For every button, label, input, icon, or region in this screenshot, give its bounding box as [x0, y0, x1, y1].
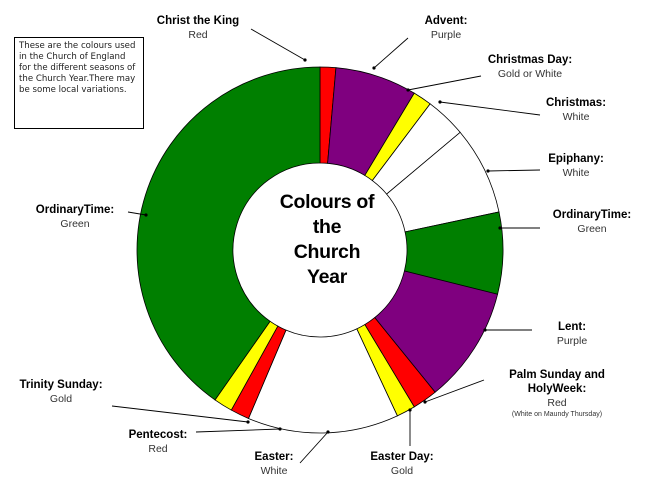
season-name: Easter: [254, 451, 294, 463]
leader-line [373, 37, 409, 69]
leader-dot [303, 58, 307, 62]
label-advent: Advent: Purple [408, 14, 484, 42]
label-palm-sunday: Palm Sunday and HolyWeek: Red (White on … [482, 368, 632, 420]
leader-dot [486, 169, 490, 173]
season-colour: White [562, 167, 590, 179]
season-colour: Gold [390, 465, 414, 477]
label-pentecost: Pentecost: Red [118, 428, 198, 456]
label-easter-day: Easter Day: Gold [360, 450, 444, 478]
season-name: Christ the King [156, 15, 240, 27]
info-note: These are the colours used in the Church… [14, 37, 144, 129]
label-epiphany: Epiphany: White [528, 152, 624, 180]
season-name: OrdinaryTime: [35, 204, 115, 216]
season-name: Palm Sunday and HolyWeek: [509, 369, 605, 395]
label-christmas: Christmas: White [528, 96, 624, 124]
center-title: Colours of the Church Year [252, 190, 402, 290]
season-name: Easter Day: [370, 451, 434, 463]
leader-dot [326, 430, 330, 434]
season-name: Pentecost: [128, 429, 188, 441]
season-colour: Green [60, 218, 90, 230]
leader-dot [144, 213, 148, 217]
season-note: (White on Maundy Thursday) [511, 411, 603, 418]
leader-line [127, 211, 147, 216]
leader-dot [423, 400, 427, 404]
leader-dot [406, 88, 410, 92]
leader-dot [498, 226, 502, 230]
season-name: Advent: [424, 15, 468, 27]
season-colour: Gold or White [497, 68, 563, 80]
leader-line [299, 431, 329, 464]
season-colour: Green [577, 223, 607, 235]
season-name: Christmas: [545, 97, 607, 109]
center-title-line: Church [293, 241, 361, 263]
leader-dot [246, 420, 250, 424]
leader-dot [408, 408, 412, 412]
season-name: Christmas Day: [487, 54, 573, 66]
season-name: Lent: [557, 321, 587, 333]
label-christ-the-king: Christ the King Red [148, 14, 248, 42]
leader-line [487, 169, 541, 172]
label-ordinary-time-left: OrdinaryTime: Green [22, 203, 128, 231]
leader-dot [278, 427, 282, 431]
leader-line [439, 101, 541, 116]
leader-line [407, 75, 482, 91]
label-easter: Easter: White [238, 450, 310, 478]
label-trinity-sunday: Trinity Sunday: Gold [8, 378, 114, 406]
leader-line [250, 28, 306, 61]
center-title-line: Colours of [279, 191, 375, 213]
season-colour: White [562, 111, 590, 123]
leader-dot [438, 100, 442, 104]
label-lent: Lent: Purple [530, 320, 614, 348]
center-title-line: Year [306, 266, 347, 288]
leader-dot [372, 66, 376, 70]
season-name: OrdinaryTime: [552, 209, 632, 221]
label-christmas-day: Christmas Day: Gold or White [478, 53, 582, 81]
leader-dot [483, 328, 487, 332]
season-colour: White [260, 465, 288, 477]
leader-line [111, 405, 249, 423]
season-colour: Purple [556, 335, 588, 347]
season-colour: Gold [49, 393, 73, 405]
center-title-line: the [312, 216, 342, 238]
leader-line [195, 428, 281, 433]
season-colour: Red [547, 397, 567, 409]
season-colour: Red [148, 443, 168, 455]
segment-ordinary-time [136, 66, 321, 401]
leader-line [424, 379, 485, 403]
season-name: Trinity Sunday: [19, 379, 103, 391]
season-colour: Purple [430, 29, 462, 41]
season-name: Epiphany: [548, 153, 604, 165]
season-colour: Red [188, 29, 208, 41]
label-ordinary-time-right: OrdinaryTime: Green [540, 208, 644, 236]
